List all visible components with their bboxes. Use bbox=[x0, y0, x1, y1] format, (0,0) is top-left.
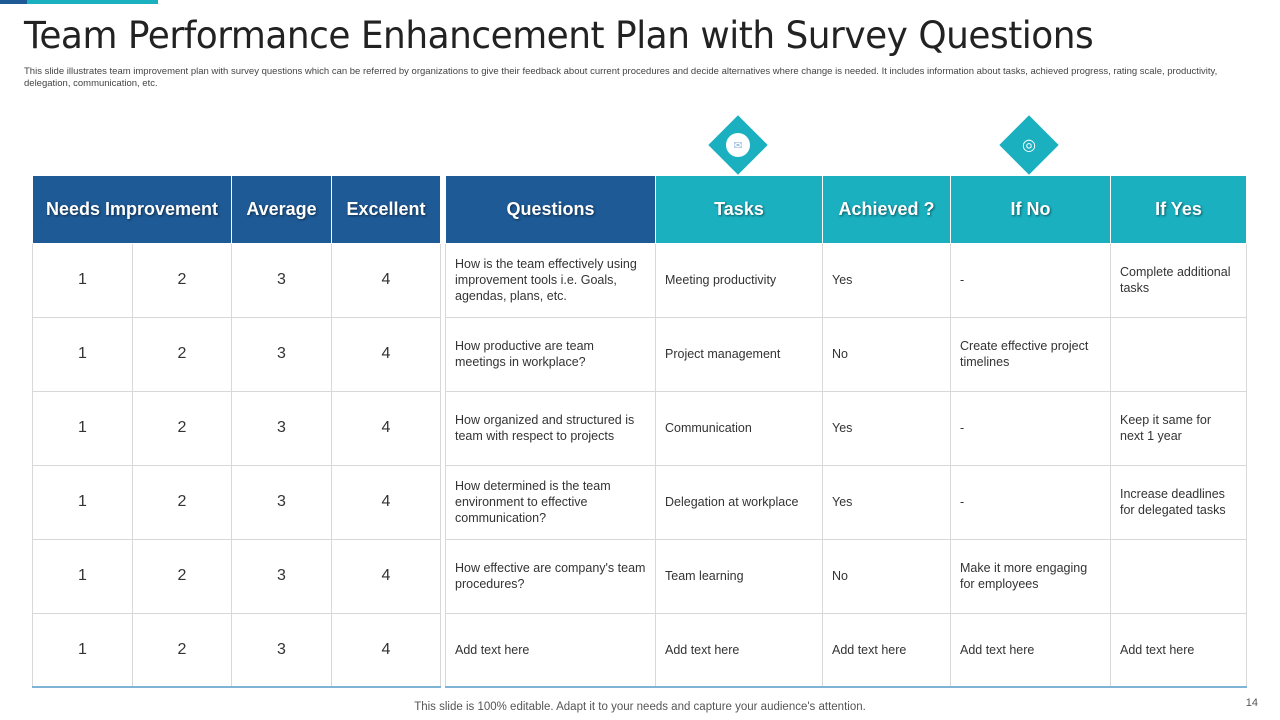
if-yes-cell: Add text here bbox=[1110, 612, 1247, 688]
rating-1-cell: 1 bbox=[32, 538, 133, 614]
rating-2-cell: 2 bbox=[132, 242, 232, 318]
header-if-no: If No bbox=[950, 176, 1111, 244]
task-cell: Delegation at workplace bbox=[655, 464, 823, 540]
if-no-cell: Create effective project timelines bbox=[950, 316, 1111, 392]
task-cell: Communication bbox=[655, 390, 823, 466]
tasks-badge: ✉ bbox=[708, 115, 768, 175]
if-no-cell: Make it more engaging for employees bbox=[950, 538, 1111, 614]
page-title: Team Performance Enhancement Plan with S… bbox=[24, 14, 1094, 57]
table-row: How productive are team meetings in work… bbox=[445, 316, 1247, 392]
rating-4-cell: 4 bbox=[331, 464, 441, 540]
achieved-cell: No bbox=[822, 538, 951, 614]
question-cell: How determined is the team environment t… bbox=[445, 464, 656, 540]
question-cell: How effective are company's team procedu… bbox=[445, 538, 656, 614]
question-cell: Add text here bbox=[445, 612, 656, 688]
question-cell: How organized and structured is team wit… bbox=[445, 390, 656, 466]
table-row: How is the team effectively using improv… bbox=[445, 242, 1247, 318]
page-subtitle: This slide illustrates team improvement … bbox=[24, 66, 1218, 89]
rating-2-cell: 2 bbox=[132, 316, 232, 392]
if-yes-cell: Keep it same for next 1 year bbox=[1110, 390, 1247, 466]
table-row: How determined is the team environment t… bbox=[445, 464, 1247, 540]
rating-2-cell: 2 bbox=[132, 464, 232, 540]
accent-bar-teal bbox=[27, 0, 158, 4]
if-yes-cell: Increase deadlines for delegated tasks bbox=[1110, 464, 1247, 540]
rating-3-cell: 3 bbox=[231, 464, 332, 540]
rating-3-cell: 3 bbox=[231, 390, 332, 466]
header-average: Average bbox=[231, 176, 332, 244]
rating-4-cell: 4 bbox=[331, 612, 441, 688]
if-no-cell: - bbox=[950, 390, 1111, 466]
achieved-cell: Add text here bbox=[822, 612, 951, 688]
task-cell: Add text here bbox=[655, 612, 823, 688]
if-no-cell: - bbox=[950, 464, 1111, 540]
question-cell: How is the team effectively using improv… bbox=[445, 242, 656, 318]
survey-table: Questions Tasks Achieved ? If No If Yes … bbox=[445, 176, 1247, 688]
rating-4-cell: 4 bbox=[331, 316, 441, 392]
rating-2-cell: 2 bbox=[132, 390, 232, 466]
if-yes-cell bbox=[1110, 538, 1247, 614]
rating-2-cell: 2 bbox=[132, 612, 232, 688]
rating-4-cell: 4 bbox=[331, 242, 441, 318]
rating-3-cell: 3 bbox=[231, 538, 332, 614]
accent-bar-dark bbox=[0, 0, 27, 4]
header-excellent: Excellent bbox=[331, 176, 441, 244]
rating-3-cell: 3 bbox=[231, 612, 332, 688]
rating-1-cell: 1 bbox=[32, 242, 133, 318]
rating-3-cell: 3 bbox=[231, 316, 332, 392]
rating-4-cell: 4 bbox=[331, 390, 441, 466]
footer-note: This slide is 100% editable. Adapt it to… bbox=[414, 701, 866, 713]
rating-1-cell: 1 bbox=[32, 390, 133, 466]
rating-1-cell: 1 bbox=[32, 464, 133, 540]
question-cell: How productive are team meetings in work… bbox=[445, 316, 656, 392]
if-yes-cell bbox=[1110, 316, 1247, 392]
rating-3-cell: 3 bbox=[231, 242, 332, 318]
header-if-yes: If Yes bbox=[1110, 176, 1247, 244]
achieved-cell: Yes bbox=[822, 390, 951, 466]
if-no-cell: - bbox=[950, 242, 1111, 318]
rating-2-cell: 2 bbox=[132, 538, 232, 614]
checklist-icon: ✉ bbox=[726, 133, 750, 157]
achieved-cell: No bbox=[822, 316, 951, 392]
table-row: How effective are company's team procedu… bbox=[445, 538, 1247, 614]
rating-4-cell: 4 bbox=[331, 538, 441, 614]
achieved-cell: Yes bbox=[822, 464, 951, 540]
if-no-cell: Add text here bbox=[950, 612, 1111, 688]
header-achieved: Achieved ? bbox=[822, 176, 951, 244]
target-hand-icon: ◎ bbox=[1022, 137, 1036, 154]
header-needs-improvement: Needs Improvement bbox=[32, 176, 232, 244]
page-number: 14 bbox=[1245, 697, 1258, 709]
task-cell: Project management bbox=[655, 316, 823, 392]
table-row: How organized and structured is team wit… bbox=[445, 390, 1247, 466]
header-questions: Questions bbox=[445, 176, 656, 244]
task-cell: Team learning bbox=[655, 538, 823, 614]
if-no-badge: ◎ bbox=[999, 115, 1059, 175]
table-row: Add text here Add text here Add text here A… bbox=[445, 612, 1247, 688]
header-tasks: Tasks bbox=[655, 176, 823, 244]
achieved-cell: Yes bbox=[822, 242, 951, 318]
rating-1-cell: 1 bbox=[32, 316, 133, 392]
rating-1-cell: 1 bbox=[32, 612, 133, 688]
if-yes-cell: Complete additional tasks bbox=[1110, 242, 1247, 318]
task-cell: Meeting productivity bbox=[655, 242, 823, 318]
